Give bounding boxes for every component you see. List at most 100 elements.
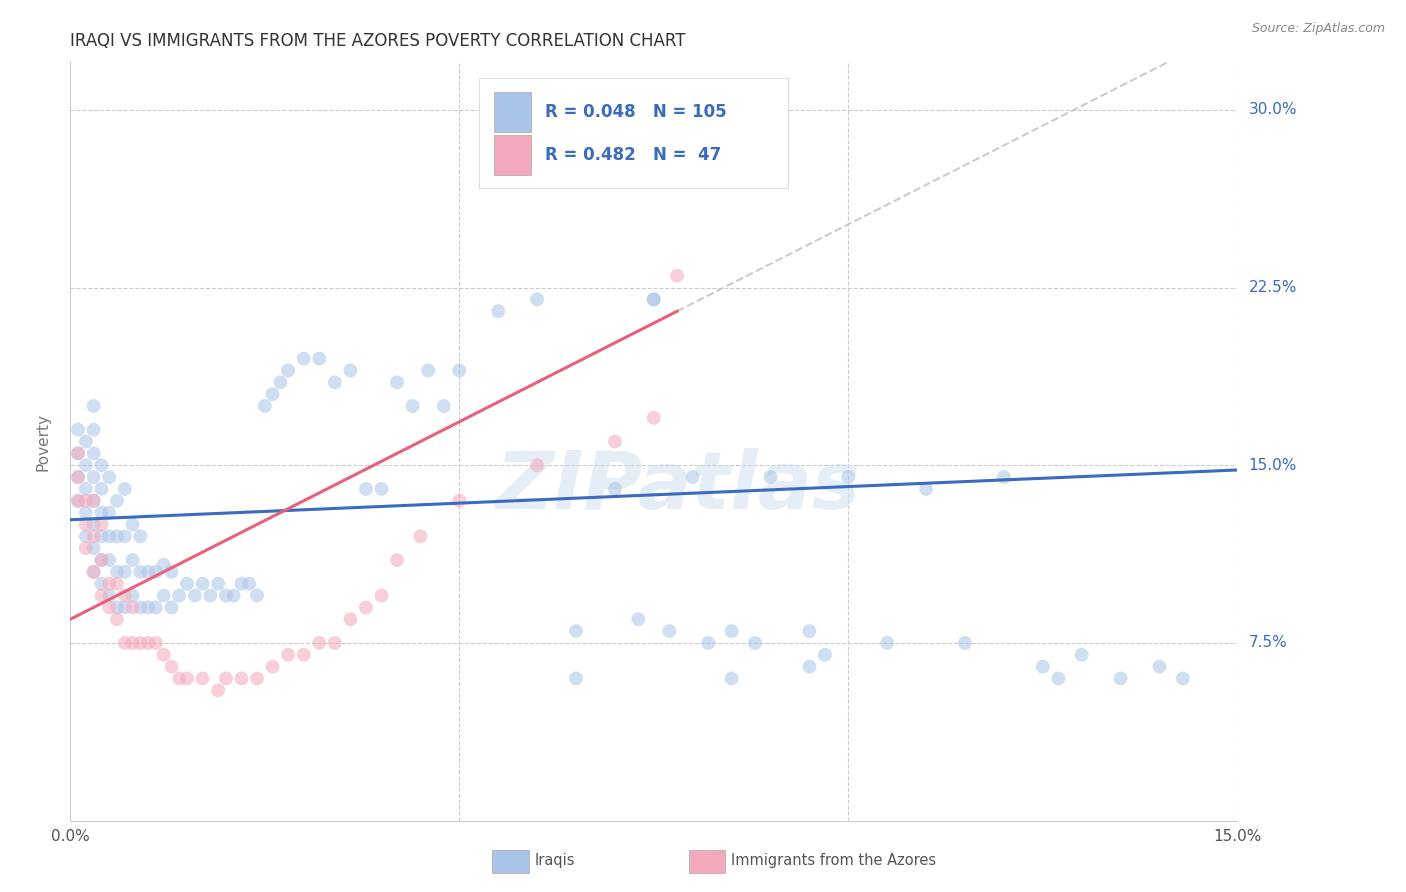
Point: [98, 576, 121, 591]
Point: [658, 624, 681, 639]
Point: [129, 529, 152, 543]
Point: [160, 659, 183, 673]
Point: [90, 482, 112, 496]
Point: [121, 553, 143, 567]
Point: [418, 363, 440, 377]
Point: [114, 529, 136, 543]
Point: [759, 470, 782, 484]
Point: [90, 553, 112, 567]
Point: [83, 541, 105, 556]
Point: [105, 576, 128, 591]
Point: [993, 470, 1015, 484]
Text: 15.0%: 15.0%: [1249, 458, 1296, 473]
Point: [666, 268, 689, 283]
Point: [449, 363, 471, 377]
Point: [643, 293, 665, 307]
Point: [75, 506, 97, 520]
Point: [98, 589, 121, 603]
Point: [75, 434, 97, 449]
Point: [269, 376, 291, 390]
Point: [67, 423, 90, 437]
Point: [370, 589, 392, 603]
Point: [1171, 672, 1194, 686]
Point: [603, 482, 626, 496]
Point: [114, 636, 136, 650]
Point: [354, 600, 377, 615]
Point: [215, 672, 238, 686]
Point: [277, 363, 299, 377]
Point: [121, 517, 143, 532]
Point: [129, 600, 152, 615]
Point: [231, 576, 253, 591]
Point: [565, 624, 588, 639]
Point: [339, 612, 361, 626]
Point: [176, 576, 198, 591]
Point: [105, 565, 128, 579]
Text: Immigrants from the Azores: Immigrants from the Azores: [731, 854, 936, 868]
Point: [292, 351, 315, 366]
Point: [401, 399, 423, 413]
Point: [799, 659, 821, 673]
Point: [339, 363, 361, 377]
Text: IRAQI VS IMMIGRANTS FROM THE AZORES POVERTY CORRELATION CHART: IRAQI VS IMMIGRANTS FROM THE AZORES POVE…: [70, 32, 686, 50]
Point: [83, 493, 105, 508]
Point: [67, 470, 90, 484]
Point: [246, 589, 269, 603]
Point: [75, 529, 97, 543]
Point: [207, 683, 229, 698]
Point: [1109, 672, 1132, 686]
Point: [409, 529, 432, 543]
Point: [83, 493, 105, 508]
Point: [323, 636, 346, 650]
Point: [262, 659, 284, 673]
Point: [121, 600, 143, 615]
Point: [449, 493, 471, 508]
Point: [83, 565, 105, 579]
Point: [83, 399, 105, 413]
FancyBboxPatch shape: [494, 93, 531, 132]
Point: [160, 565, 183, 579]
Point: [83, 517, 105, 532]
Point: [83, 470, 105, 484]
Point: [160, 600, 183, 615]
Point: [184, 589, 207, 603]
Point: [253, 399, 276, 413]
Point: [277, 648, 299, 662]
Text: ZIPatlas: ZIPatlas: [495, 448, 859, 526]
Text: Source: ZipAtlas.com: Source: ZipAtlas.com: [1251, 22, 1385, 36]
Text: R = 0.048   N = 105: R = 0.048 N = 105: [546, 103, 727, 121]
Point: [238, 576, 260, 591]
Point: [67, 493, 90, 508]
Point: [98, 470, 121, 484]
Point: [246, 672, 269, 686]
Y-axis label: Poverty: Poverty: [37, 412, 51, 471]
Point: [176, 672, 198, 686]
Point: [603, 434, 626, 449]
Point: [682, 470, 704, 484]
Point: [105, 529, 128, 543]
Point: [90, 506, 112, 520]
Point: [370, 482, 392, 496]
Point: [1047, 672, 1070, 686]
Point: [720, 672, 742, 686]
Point: [129, 565, 152, 579]
Point: [1149, 659, 1171, 673]
Point: [136, 600, 159, 615]
Point: [83, 529, 105, 543]
Point: [643, 293, 665, 307]
Point: [83, 423, 105, 437]
Point: [643, 410, 665, 425]
Point: [744, 636, 766, 650]
Point: [152, 648, 174, 662]
Point: [191, 672, 214, 686]
Point: [526, 458, 548, 473]
Text: 22.5%: 22.5%: [1249, 280, 1296, 295]
Point: [1032, 659, 1054, 673]
Point: [697, 636, 720, 650]
Point: [526, 293, 548, 307]
Point: [308, 351, 330, 366]
Point: [145, 565, 167, 579]
Point: [114, 589, 136, 603]
Point: [145, 600, 167, 615]
Point: [75, 541, 97, 556]
